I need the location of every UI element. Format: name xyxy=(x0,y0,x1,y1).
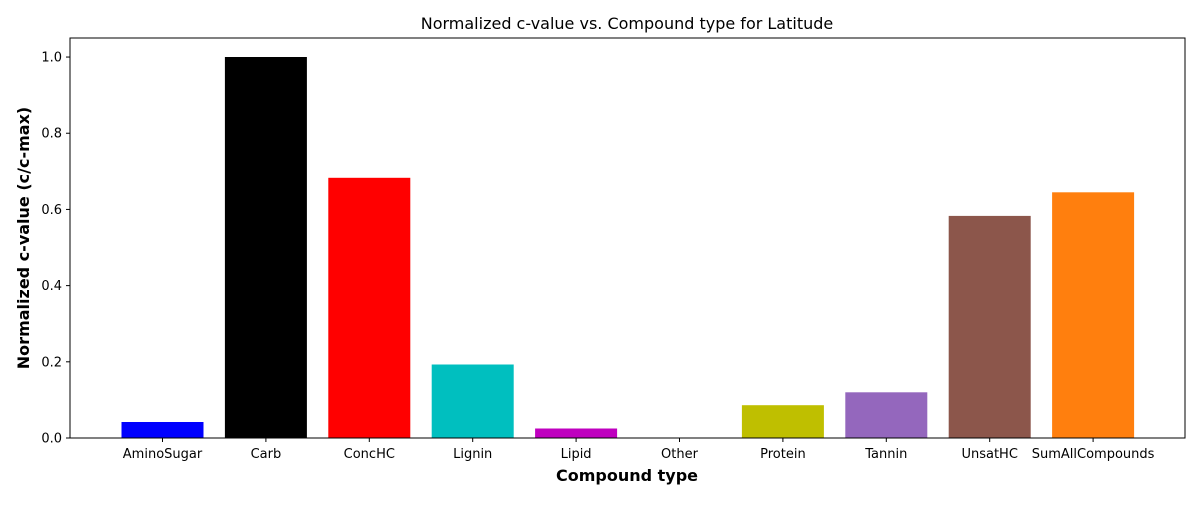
bar-protein xyxy=(741,405,824,438)
x-tick-label: Protein xyxy=(760,447,806,462)
bars-layer xyxy=(121,57,1135,439)
bar-unsathc xyxy=(948,215,1031,438)
x-tick-label: Tannin xyxy=(864,447,907,462)
bar-carb xyxy=(224,57,307,438)
chart-title: Normalized c-value vs. Compound type for… xyxy=(421,14,834,33)
ticks-layer: AminoSugar Carb ConcHC Lignin Lipid Other Prot… xyxy=(41,51,1154,462)
plot-frame xyxy=(69,37,1186,439)
bar-sumallcompounds xyxy=(1052,192,1135,438)
y-tick-label: 0.0 xyxy=(41,432,62,447)
x-tick-label: SumAllCompounds xyxy=(1032,447,1155,462)
y-tick-label: 0.6 xyxy=(41,203,62,218)
y-tick-label: 0.4 xyxy=(41,279,62,294)
x-tick-label: Carb xyxy=(251,447,282,462)
bar-lignin xyxy=(431,364,514,438)
x-tick-label: AminoSugar xyxy=(123,447,203,462)
x-tick-label: Lignin xyxy=(453,447,492,462)
y-tick-label: 0.2 xyxy=(41,355,62,370)
x-tick-label: ConcHC xyxy=(344,447,395,462)
x-axis-label: Compound type xyxy=(556,466,698,485)
x-tick-label: UnsatHC xyxy=(961,447,1017,462)
bar-lipid xyxy=(535,428,618,438)
y-axis-label: Normalized c-value (c/c-max) xyxy=(14,107,33,369)
x-tick-label: Other xyxy=(661,447,699,462)
x-tick-label: Lipid xyxy=(561,447,592,462)
y-tick-label: 1.0 xyxy=(41,51,62,66)
bar-aminosugar xyxy=(121,422,204,438)
y-tick-label: 0.8 xyxy=(41,127,62,142)
bar-tannin xyxy=(845,392,928,438)
bar-conchc xyxy=(328,177,411,439)
